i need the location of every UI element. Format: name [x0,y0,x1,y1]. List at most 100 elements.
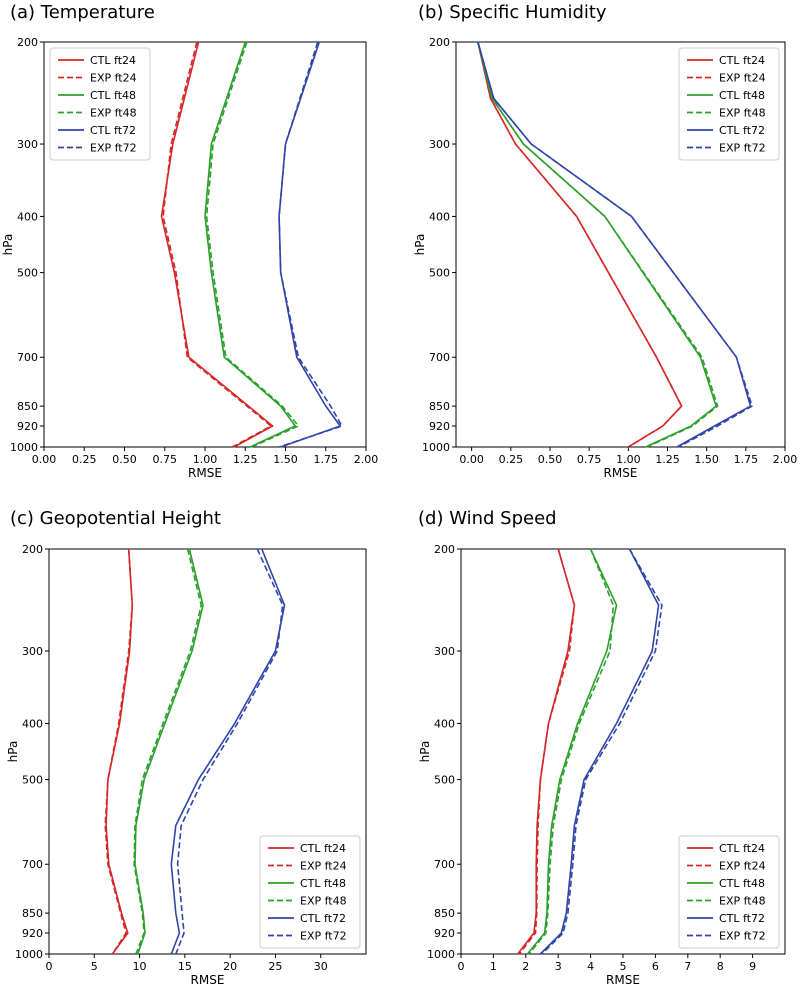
x-tick-label: 0.25 [499,453,524,466]
series-line-ctl-ft24 [105,548,134,955]
x-tick-label: 1.75 [734,453,759,466]
x-tick-label: 15 [178,960,192,973]
y-tick-label: 400 [429,210,450,223]
panel-title: (d) Wind Speed [418,508,557,529]
y-tick-label: 500 [434,774,455,787]
legend-label: CTL ft48 [300,877,346,890]
series-line-exp-ft24 [162,41,272,448]
y-tick-label: 300 [22,645,43,658]
x-axis-label: RMSE [604,466,638,480]
x-tick-label: 5 [620,960,627,973]
x-tick-label: 8 [717,960,724,973]
series-line-ctl-ft72 [278,41,342,448]
legend-label: EXP ft24 [719,860,766,873]
legend-box [678,47,780,161]
x-tick-label: 7 [684,960,691,973]
axes-frame [48,548,367,955]
x-tick-label: 1.25 [233,453,258,466]
legend-label: EXP ft48 [300,895,347,908]
x-tick-label: 0.75 [577,453,602,466]
y-tick-label: 300 [434,645,455,658]
legend-label: EXP ft48 [719,107,766,120]
x-tick-label: 0 [458,960,465,973]
x-tick-label: 0.00 [459,453,484,466]
legend-label: CTL ft24 [90,54,136,67]
y-tick-label: 700 [429,351,450,364]
y-axis-label: hPa [6,741,20,763]
panel-title: (c) Geopotential Height [10,508,221,529]
legend-label: EXP ft72 [300,930,347,943]
y-tick-label: 850 [17,400,38,413]
series-line-exp-ft24 [104,548,134,955]
x-tick-label: 0.25 [72,453,97,466]
y-tick-label: 1000 [427,948,455,961]
series-line-exp-ft72 [541,548,663,955]
legend: CTL ft24 EXP ft24 CTL ft48 EXP ft48 CTL ft72… [678,835,780,949]
legend-label: CTL ft72 [719,124,765,137]
legend-label: EXP ft24 [300,860,347,873]
series-line-exp-ft48 [528,548,615,955]
x-tick-label: 1.00 [616,453,641,466]
x-tick-label: 0 [46,960,53,973]
y-axis-label: hPa [1,234,15,256]
y-tick-label: 920 [429,420,450,433]
x-tick-label: 2.00 [773,453,798,466]
series-line-ctl-ft48 [526,548,618,955]
series-line-exp-ft72 [278,41,343,448]
y-tick-label: 1000 [422,441,450,454]
x-tick-label: 6 [652,960,659,973]
x-tick-label: 20 [223,960,237,973]
legend-label: EXP ft24 [719,72,766,85]
y-tick-label: 400 [17,210,38,223]
x-tick-label: 10 [133,960,147,973]
y-tick-label: 920 [17,420,38,433]
x-tick-label: 1.50 [694,453,719,466]
series-line-exp-ft48 [133,548,202,955]
y-axis-label: hPa [413,234,427,256]
y-tick-label: 1000 [15,948,43,961]
y-tick-label: 200 [434,543,455,556]
x-tick-label: 5 [91,960,98,973]
y-tick-label: 500 [429,267,450,280]
legend-label: CTL ft48 [719,89,765,102]
panel-specific-humidity: (b) Specific Humidity 0.00 0.25 0.50 0.75 1.0… [413,2,797,480]
x-tick-label: 0.50 [538,453,563,466]
series-line-ctl-ft24 [160,41,274,448]
legend-label: EXP ft72 [719,142,766,155]
legend-label: EXP ft48 [90,107,137,120]
legend: CTL ft24 EXP ft24 CTL ft48 EXP ft48 CTL ft72… [678,47,780,161]
x-tick-label: 4 [587,960,594,973]
x-axis-label: RMSE [191,973,225,987]
panel-geopotential-height: (c) Geopotential Height 0 5 10 15 20 25 30 200 30… [6,508,367,987]
y-tick-label: 200 [17,36,38,49]
y-tick-label: 920 [22,927,43,940]
x-tick-label: 1.00 [193,453,218,466]
x-tick-label: 2 [522,960,529,973]
y-tick-label: 920 [434,927,455,940]
series-line-exp-ft48 [477,41,719,448]
y-tick-label: 850 [429,400,450,413]
x-tick-label: 2.00 [354,453,379,466]
axes-frame [455,41,786,448]
series-line-exp-ft72 [175,548,284,955]
legend-label: CTL ft72 [90,124,136,137]
series-line-exp-ft72 [477,41,753,448]
legend-label: CTL ft24 [300,842,346,855]
legend-label: CTL ft72 [300,912,346,925]
legend-label: EXP ft72 [90,142,137,155]
x-axis-label: RMSE [188,466,222,480]
series-line-ctl-ft72 [539,548,660,955]
legend-label: EXP ft72 [719,930,766,943]
y-tick-label: 1000 [10,441,38,454]
legend-label: CTL ft24 [719,54,765,67]
legend: CTL ft24 EXP ft24 CTL ft48 EXP ft48 CTL ft72… [49,47,151,161]
y-tick-label: 500 [17,267,38,280]
x-tick-label: 3 [555,960,562,973]
y-tick-label: 200 [22,543,43,556]
y-tick-label: 300 [17,138,38,151]
y-tick-label: 400 [434,717,455,730]
legend-label: CTL ft72 [719,912,765,925]
y-tick-label: 200 [429,36,450,49]
panel-wind-speed: (d) Wind Speed 0 1 2 3 4 5 6 7 8 9 200 300 400 500 700 8… [418,508,786,987]
